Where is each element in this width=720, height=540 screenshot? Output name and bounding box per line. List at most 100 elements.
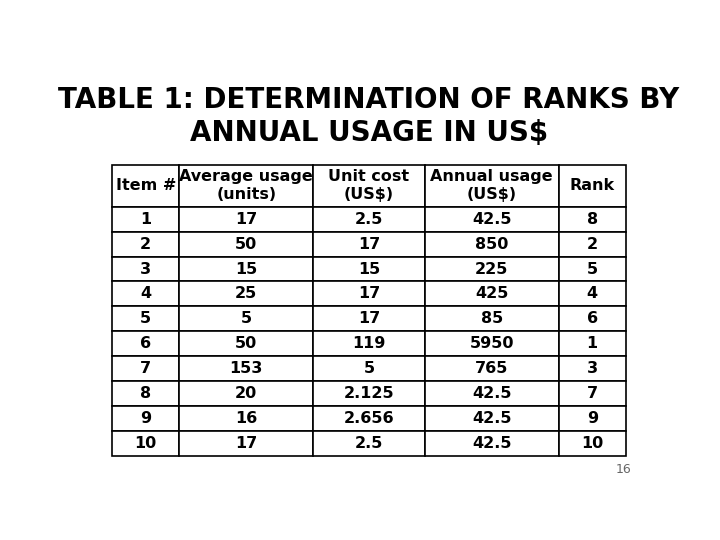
Bar xyxy=(559,431,626,456)
Text: 15: 15 xyxy=(358,261,380,276)
Text: 153: 153 xyxy=(230,361,263,376)
Text: 10: 10 xyxy=(581,436,603,451)
Bar xyxy=(313,207,425,232)
Bar xyxy=(313,281,425,306)
Bar xyxy=(179,165,313,207)
Bar xyxy=(179,331,313,356)
Text: 1: 1 xyxy=(140,212,151,227)
Text: 225: 225 xyxy=(475,261,508,276)
Bar xyxy=(179,306,313,331)
Bar xyxy=(179,356,313,381)
Bar xyxy=(559,356,626,381)
Text: 7: 7 xyxy=(587,386,598,401)
Text: 42.5: 42.5 xyxy=(472,386,511,401)
Bar xyxy=(425,232,559,256)
Bar xyxy=(313,165,425,207)
Bar xyxy=(425,331,559,356)
Text: 17: 17 xyxy=(358,311,380,326)
Text: 3: 3 xyxy=(587,361,598,376)
Text: 5950: 5950 xyxy=(469,336,514,351)
Text: Rank: Rank xyxy=(570,178,615,193)
Text: 85: 85 xyxy=(481,311,503,326)
Bar xyxy=(112,232,179,256)
Bar xyxy=(179,207,313,232)
Text: 17: 17 xyxy=(358,237,380,252)
Bar xyxy=(559,281,626,306)
Text: 17: 17 xyxy=(235,212,257,227)
Bar xyxy=(559,306,626,331)
Bar xyxy=(559,406,626,431)
Bar xyxy=(559,381,626,406)
Bar xyxy=(425,281,559,306)
Bar xyxy=(112,406,179,431)
Text: 2: 2 xyxy=(140,237,151,252)
Bar xyxy=(112,356,179,381)
Bar xyxy=(313,356,425,381)
Text: 4: 4 xyxy=(140,286,151,301)
Bar xyxy=(425,165,559,207)
Text: 20: 20 xyxy=(235,386,257,401)
Bar xyxy=(425,256,559,281)
Bar xyxy=(313,256,425,281)
Bar xyxy=(313,331,425,356)
Bar xyxy=(425,356,559,381)
Text: 850: 850 xyxy=(475,237,508,252)
Bar xyxy=(313,431,425,456)
Bar xyxy=(425,406,559,431)
Bar xyxy=(179,381,313,406)
Bar xyxy=(179,431,313,456)
Text: 17: 17 xyxy=(358,286,380,301)
Bar xyxy=(559,165,626,207)
Bar xyxy=(179,256,313,281)
Text: 5: 5 xyxy=(240,311,252,326)
Text: 7: 7 xyxy=(140,361,151,376)
Text: 2.656: 2.656 xyxy=(343,411,395,426)
Text: 17: 17 xyxy=(235,436,257,451)
Bar xyxy=(112,165,179,207)
Bar xyxy=(112,207,179,232)
Bar xyxy=(313,381,425,406)
Bar xyxy=(425,431,559,456)
Text: 119: 119 xyxy=(352,336,386,351)
Text: 42.5: 42.5 xyxy=(472,212,511,227)
Text: 50: 50 xyxy=(235,336,257,351)
Bar xyxy=(112,431,179,456)
Text: 15: 15 xyxy=(235,261,257,276)
Bar xyxy=(559,256,626,281)
Bar xyxy=(425,381,559,406)
Bar xyxy=(179,406,313,431)
Text: 425: 425 xyxy=(475,286,508,301)
Text: 2.5: 2.5 xyxy=(355,436,383,451)
Text: 8: 8 xyxy=(140,386,151,401)
Text: Item #: Item # xyxy=(116,178,176,193)
Bar xyxy=(112,331,179,356)
Text: 42.5: 42.5 xyxy=(472,411,511,426)
Text: 8: 8 xyxy=(587,212,598,227)
Bar xyxy=(112,306,179,331)
Bar xyxy=(559,207,626,232)
Bar xyxy=(112,256,179,281)
Bar xyxy=(112,381,179,406)
Text: 1: 1 xyxy=(587,336,598,351)
Text: 10: 10 xyxy=(135,436,157,451)
Text: 9: 9 xyxy=(140,411,151,426)
Text: 5: 5 xyxy=(364,361,374,376)
Text: TABLE 1: DETERMINATION OF RANKS BY
ANNUAL USAGE IN US$: TABLE 1: DETERMINATION OF RANKS BY ANNUA… xyxy=(58,85,680,147)
Bar xyxy=(313,406,425,431)
Text: 16: 16 xyxy=(616,463,631,476)
Text: 765: 765 xyxy=(475,361,508,376)
Bar xyxy=(313,306,425,331)
Text: 16: 16 xyxy=(235,411,257,426)
Bar xyxy=(179,232,313,256)
Bar xyxy=(559,331,626,356)
Text: 9: 9 xyxy=(587,411,598,426)
Text: 42.5: 42.5 xyxy=(472,436,511,451)
Text: 5: 5 xyxy=(587,261,598,276)
Text: 3: 3 xyxy=(140,261,151,276)
Text: 6: 6 xyxy=(140,336,151,351)
Bar xyxy=(425,207,559,232)
Text: 2: 2 xyxy=(587,237,598,252)
Text: 2.125: 2.125 xyxy=(343,386,395,401)
Text: 6: 6 xyxy=(587,311,598,326)
Text: 2.5: 2.5 xyxy=(355,212,383,227)
